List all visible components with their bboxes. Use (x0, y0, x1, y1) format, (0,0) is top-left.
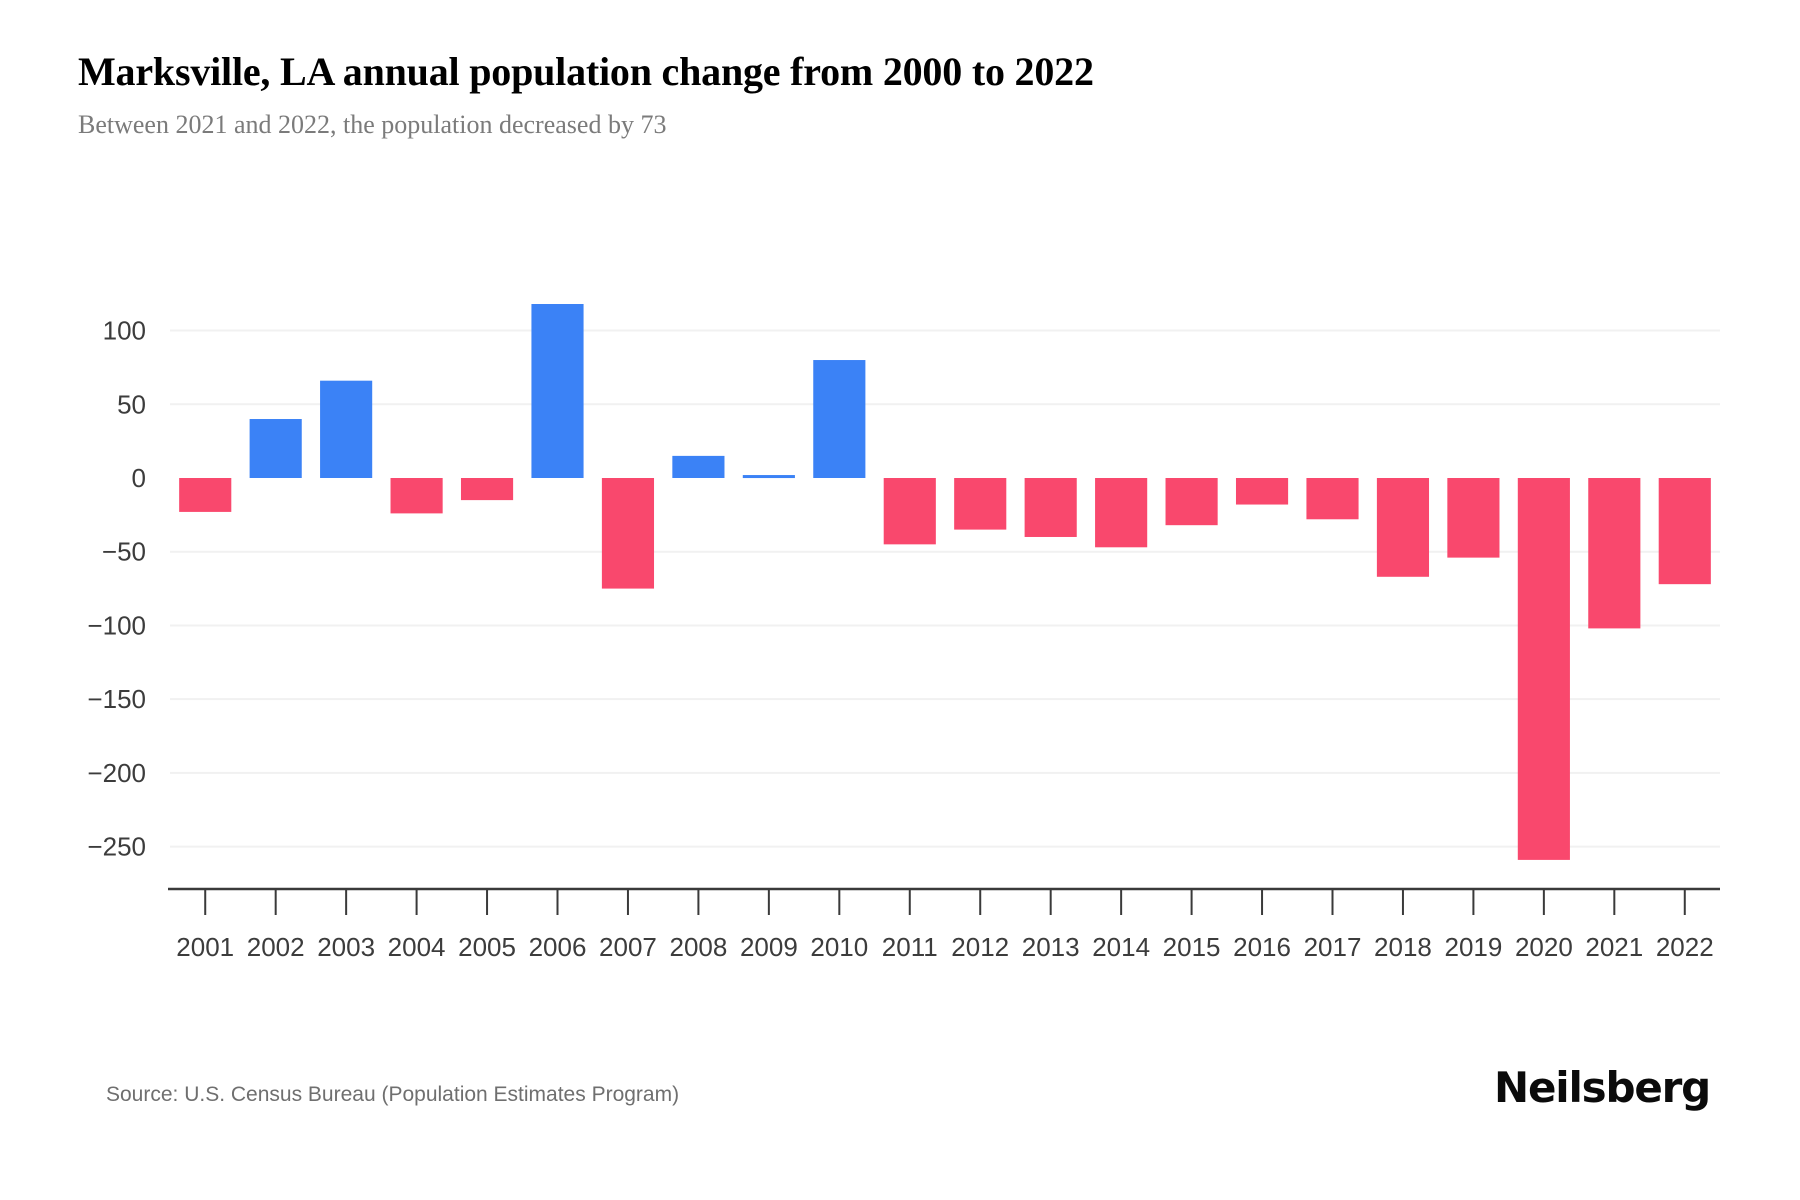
bar[interactable] (1235, 478, 1289, 505)
x-axis-tick-label: 2015 (1163, 932, 1221, 962)
page-title: Marksville, LA annual population change … (78, 49, 1094, 94)
x-axis-tick-label: 2005 (458, 932, 516, 962)
x-axis-tick-label: 2001 (176, 932, 234, 962)
bar[interactable] (179, 478, 232, 512)
chart-header: Marksville, LA annual population change … (78, 48, 1718, 140)
bar[interactable] (883, 478, 936, 545)
y-axis-tick-label: −100 (87, 610, 146, 640)
y-axis-tick-label: 100 (103, 316, 146, 346)
bar[interactable] (390, 478, 443, 514)
gridlines (170, 329, 1720, 848)
y-axis-tick-label: −150 (87, 684, 146, 714)
bar[interactable] (742, 475, 795, 479)
bar[interactable] (1588, 478, 1641, 629)
bar[interactable] (1376, 478, 1430, 577)
x-axis-tick-label: 2007 (599, 932, 657, 962)
x-axis-tick-label: 2013 (1022, 932, 1080, 962)
x-axis-tick-label: 2008 (669, 932, 727, 962)
y-axis-tick-label: −50 (102, 537, 146, 567)
x-axis-tick-label: 2004 (388, 932, 446, 962)
chart-footer: Source: U.S. Census Bureau (Population E… (0, 1063, 1800, 1145)
x-axis-tick-label: 2006 (529, 932, 587, 962)
bar[interactable] (601, 478, 655, 589)
bar[interactable] (249, 419, 302, 478)
x-axis-tick-label: 2002 (247, 932, 305, 962)
bar[interactable] (320, 380, 373, 478)
bar[interactable] (1447, 478, 1500, 558)
x-axis-tick-label: 2022 (1656, 932, 1714, 962)
bar[interactable] (813, 360, 866, 478)
x-axis-tick-label: 2009 (740, 932, 798, 962)
x-axis-tick-label: 2017 (1304, 932, 1362, 962)
bar[interactable] (1658, 478, 1711, 585)
x-axis-tick-label: 2020 (1515, 932, 1573, 962)
x-axis-tick-label: 2016 (1233, 932, 1291, 962)
brand-logo: Neilsberg (1494, 1063, 1711, 1112)
bar[interactable] (531, 304, 584, 478)
x-axis-tick-label: 2021 (1585, 932, 1643, 962)
bar[interactable] (1517, 478, 1570, 860)
bar[interactable] (954, 478, 1007, 530)
bar[interactable] (460, 478, 514, 501)
x-axis-tick-label: 2018 (1374, 932, 1432, 962)
x-axis-ticks (204, 889, 1686, 915)
y-axis-tick-label: −200 (87, 758, 146, 788)
x-axis-tick-label: 2019 (1444, 932, 1502, 962)
y-axis-tick-label: 0 (132, 463, 146, 493)
bar[interactable] (1306, 478, 1359, 520)
bar[interactable] (1024, 478, 1077, 537)
chart-subtitle: Between 2021 and 2022, the population de… (78, 110, 667, 140)
y-axis-tick-labels: 100 50 0 −50 −100 −150 −200 −250 (87, 316, 146, 862)
bar-series (179, 304, 1711, 860)
x-axis-tick-label: 2010 (810, 932, 868, 962)
bar[interactable] (672, 455, 725, 478)
bar[interactable] (1165, 478, 1218, 526)
source-note: Source: U.S. Census Bureau (Population E… (106, 1083, 680, 1106)
bar[interactable] (1095, 478, 1148, 548)
y-axis-tick-label: 50 (117, 389, 146, 419)
x-axis-tick-label: 2011 (882, 932, 938, 962)
y-axis-tick-label: −250 (87, 832, 146, 862)
x-axis-tick-label: 2012 (951, 932, 1009, 962)
x-axis-tick-labels: 2001 2002 2003 2004 2005 2006 2007 2008 2009 2010… (176, 932, 1713, 962)
x-axis-tick-label: 2003 (317, 932, 375, 962)
x-axis-tick-label: 2014 (1092, 932, 1150, 962)
